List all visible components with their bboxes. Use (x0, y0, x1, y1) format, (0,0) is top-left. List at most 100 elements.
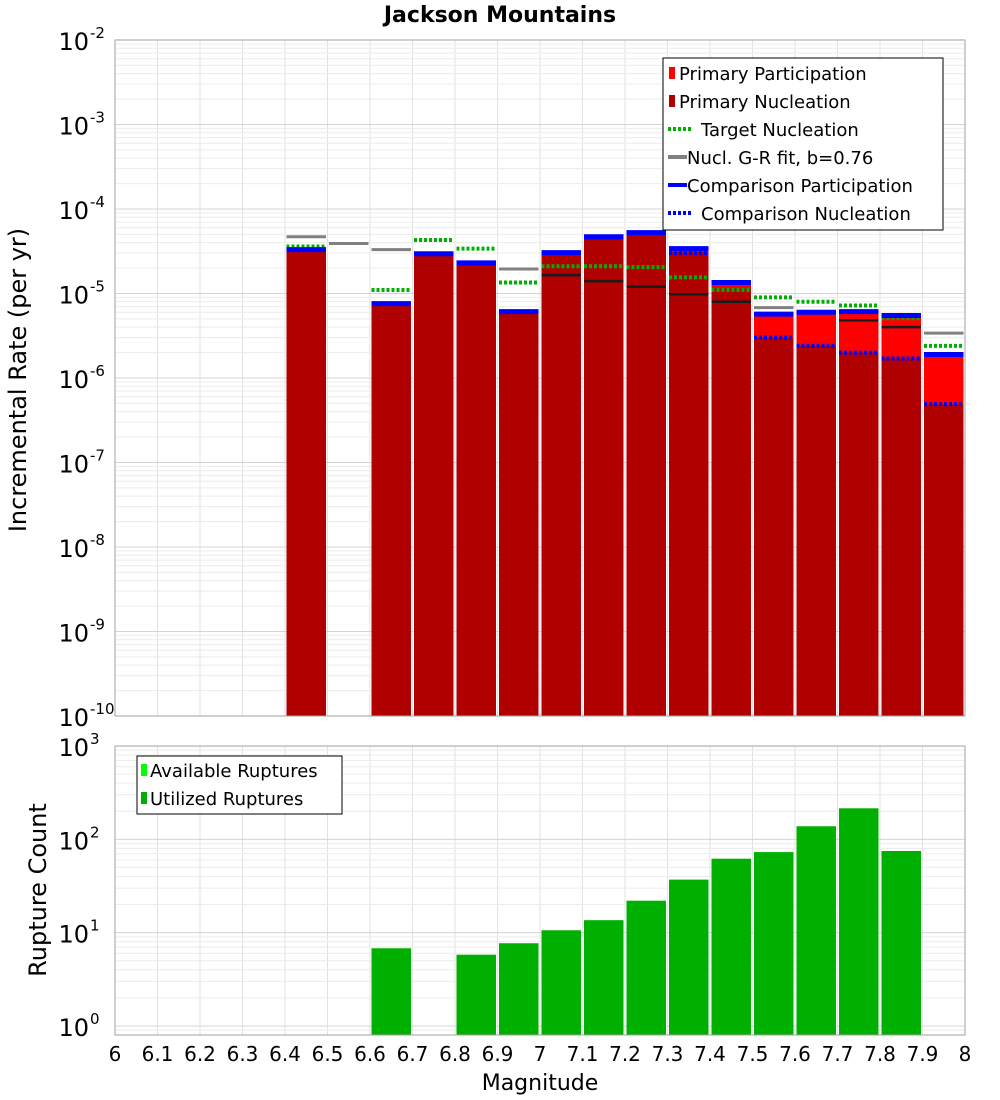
x-tick-label: 7.6 (779, 1042, 811, 1066)
primary-nucleation-bar (499, 312, 539, 716)
x-tick-label: 7.5 (737, 1042, 769, 1066)
top-legend-box (662, 57, 944, 231)
bottom-y-tick-exponent: 2 (90, 823, 100, 841)
x-tick-label: 6.6 (354, 1042, 386, 1066)
top-legend: Primary Participation Primary Nucleation T… (662, 57, 944, 231)
utilized-ruptures-bar (626, 900, 666, 1035)
x-tick-label: 7.8 (864, 1042, 896, 1066)
x-tick-label: 7.3 (652, 1042, 684, 1066)
top-y-tick-label: 10 (58, 113, 89, 141)
legend-label: Comparison Participation (687, 176, 913, 197)
top-y-tick-exponent: -2 (90, 24, 105, 42)
legend-swatch (141, 764, 147, 776)
top-y-tick-label: 10 (58, 704, 89, 732)
bottom-plot-border (114, 745, 966, 1036)
primary-nucleation-bar (669, 251, 709, 717)
top-y-tick-label: 10 (58, 366, 89, 394)
primary-nucleation-bar (541, 254, 581, 716)
utilized-ruptures-bar (711, 858, 751, 1035)
x-tick-label: 6.7 (397, 1042, 429, 1066)
top-y-tick-label: 10 (58, 451, 89, 479)
utilized-ruptures-bar (669, 879, 709, 1035)
x-tick-label: 7.7 (822, 1042, 854, 1066)
primary-nucleation-bar (839, 352, 879, 716)
bottom-legend-box (136, 755, 343, 815)
top-y-tick-label: 10 (58, 197, 89, 225)
bottom-y-tick-exponent: 3 (90, 730, 100, 748)
utilized-ruptures-bar (839, 808, 879, 1035)
bottom-axes: 10 010 110 210 36 6.1 6.2 6.3 6.4 6.5 6.6 6.7 6.8 6.9… (58, 730, 971, 1066)
legend-swatch (669, 67, 675, 79)
top-y-tick-exponent: -7 (90, 447, 105, 465)
utilized-ruptures-bar (881, 850, 921, 1035)
x-tick-label: 6.4 (269, 1042, 301, 1066)
bottom-y-tick-label: 10 (58, 921, 89, 949)
top-y-tick-label: 10 (58, 620, 89, 648)
top-y-tick-exponent: -3 (90, 109, 105, 127)
x-tick-label: 6.5 (312, 1042, 344, 1066)
top-y-tick-label: 10 (58, 535, 89, 563)
legend-label: Utilized Ruptures (150, 789, 303, 810)
x-tick-label: 7.4 (694, 1042, 726, 1066)
bottom-y-tick-label: 10 (58, 1014, 89, 1042)
legend-label: Target Nucleation (700, 120, 859, 141)
x-tick-label: 6.3 (227, 1042, 259, 1066)
top-marks (286, 230, 964, 717)
top-y-tick-label: 10 (58, 28, 89, 56)
utilized-ruptures-bar (584, 920, 624, 1035)
top-y-tick-exponent: -5 (90, 278, 105, 296)
bottom-y-tick-label: 10 (58, 734, 89, 762)
legend-label: Available Ruptures (150, 761, 318, 782)
utilized-ruptures-bar (754, 852, 794, 1035)
x-tick-label: 7.1 (567, 1042, 599, 1066)
x-tick-label: 8 (959, 1042, 972, 1066)
x-tick-label: 7 (534, 1042, 547, 1066)
primary-nucleation-bar (626, 233, 666, 716)
primary-nucleation-bar (796, 345, 836, 716)
primary-nucleation-bar (754, 337, 794, 716)
bottom-legend: Available Ruptures Utilized Ruptures (136, 755, 343, 815)
primary-nucleation-bar (286, 250, 326, 716)
legend-label: Nucl. G-R fit, b=0.76 (687, 148, 873, 169)
bottom-y-axis-label: Rupture Count (24, 803, 52, 977)
x-tick-label: 6.1 (142, 1042, 174, 1066)
bottom-y-tick-label: 10 (58, 827, 89, 855)
x-tick-label: 6.9 (482, 1042, 514, 1066)
top-y-axis-label: Incremental Rate (per yr) (4, 228, 32, 532)
primary-nucleation-bar (371, 304, 411, 716)
top-y-tick-exponent: -10 (90, 700, 115, 718)
utilized-ruptures-bar (499, 943, 539, 1035)
top-y-tick-exponent: -6 (90, 362, 105, 380)
bottom-marks (371, 808, 921, 1035)
legend-swatch (669, 95, 675, 107)
x-tick-label: 6.2 (184, 1042, 216, 1066)
top-y-tick-exponent: -9 (90, 616, 105, 634)
x-tick-label: 6 (109, 1042, 122, 1066)
utilized-ruptures-bar (541, 930, 581, 1035)
top-y-tick-label: 10 (58, 282, 89, 310)
top-y-tick-exponent: -4 (90, 193, 105, 211)
primary-nucleation-bar (711, 288, 751, 716)
primary-nucleation-bar (414, 255, 454, 716)
legend-swatch (141, 792, 147, 804)
primary-nucleation-bar (881, 358, 921, 716)
utilized-ruptures-bar (796, 826, 836, 1035)
x-tick-label: 7.9 (907, 1042, 939, 1066)
utilized-ruptures-bar (371, 948, 411, 1035)
legend-label: Comparison Nucleation (701, 204, 911, 225)
x-axis-label: Magnitude (482, 1071, 599, 1096)
utilized-ruptures-bar (456, 954, 496, 1035)
primary-nucleation-bar (456, 264, 496, 716)
primary-nucleation-bar (584, 237, 624, 717)
primary-nucleation-bar (924, 404, 964, 716)
x-tick-label: 6.8 (439, 1042, 471, 1066)
x-tick-label: 7.2 (609, 1042, 641, 1066)
top-plot-border (114, 39, 966, 717)
legend-label: Primary Participation (679, 64, 867, 85)
bottom-y-tick-exponent: 0 (90, 1010, 100, 1028)
top-y-tick-exponent: -8 (90, 531, 105, 549)
chart-title: Jackson Mountains (382, 3, 616, 28)
